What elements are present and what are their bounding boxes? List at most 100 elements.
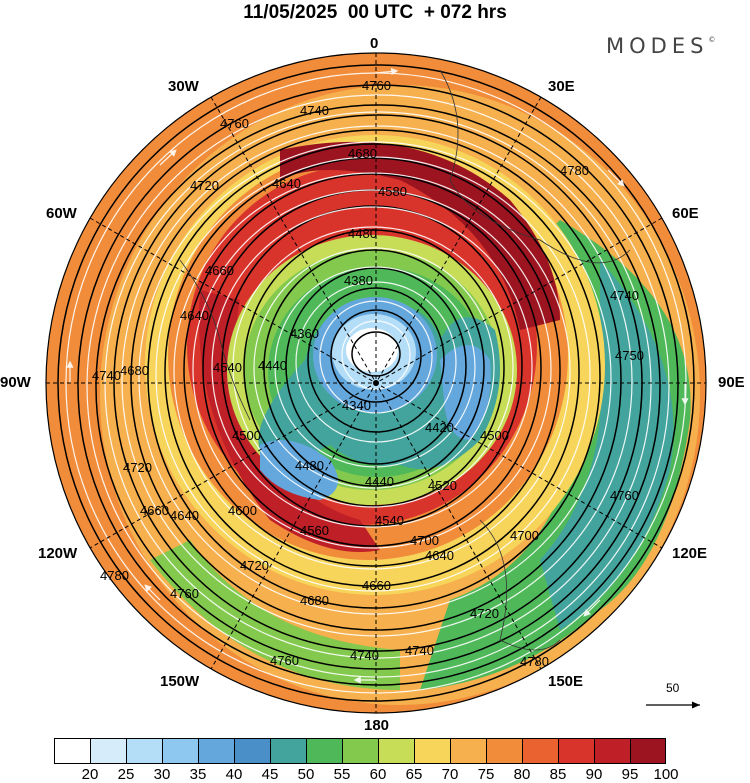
lon-label-30e: 30E xyxy=(548,78,575,95)
contour-label: 4740 xyxy=(92,368,121,383)
contour-label: 4640 xyxy=(425,548,454,563)
lon-label-180: 180 xyxy=(364,717,390,734)
contour-label: 4440 xyxy=(365,474,394,489)
colorbar-swatch xyxy=(522,738,558,764)
colorbar-swatch xyxy=(126,738,162,764)
logo-copyright-mark: © xyxy=(708,36,716,44)
colorbar-swatch xyxy=(54,738,90,764)
geopotential-contours xyxy=(57,64,695,702)
contour-label: 4520 xyxy=(428,478,457,493)
colorbar-tick-label: 50 xyxy=(297,766,315,783)
contour-label: 4380 xyxy=(344,273,373,288)
map-boundary xyxy=(45,52,707,714)
contour-label: 4500 xyxy=(232,428,261,443)
colorbar-tick-label: 95 xyxy=(621,766,639,783)
colorbar-swatch xyxy=(378,738,414,764)
contour-label: 4720 xyxy=(190,178,219,193)
colorbar-swatch xyxy=(558,738,594,764)
colorbar-tick-label: 75 xyxy=(477,766,495,783)
contour-label: 4540 xyxy=(213,360,242,375)
lon-label-150w: 150W xyxy=(160,673,200,690)
colorbar-tick-label: 90 xyxy=(585,766,603,783)
contour-label: 4420 xyxy=(425,420,454,435)
colorbar-tick-label: 100 xyxy=(653,766,679,783)
lon-label-120e: 120E xyxy=(672,545,708,562)
contour-label: 4660 xyxy=(205,263,234,278)
modes-logo: MODES© xyxy=(606,34,715,58)
colorbar-tick-label: 65 xyxy=(405,766,423,783)
contour-label: 4750 xyxy=(615,348,644,363)
contour-label: 4720 xyxy=(123,460,152,475)
contour-label: 4760 xyxy=(270,653,299,668)
colorbar-tick-label: 80 xyxy=(513,766,531,783)
contour-label: 4740 xyxy=(350,648,379,663)
logo-text: MODES xyxy=(606,34,709,58)
contour-label: 4480 xyxy=(295,458,324,473)
colorbar-swatch xyxy=(234,738,270,764)
lon-label-60e: 60E xyxy=(672,205,699,222)
coastlines xyxy=(179,69,631,651)
colorbar-swatch xyxy=(342,738,378,764)
colorbar-tick-label: 30 xyxy=(153,766,171,783)
colorbar-tick-label: 45 xyxy=(261,766,279,783)
contour-label: 4780 xyxy=(520,654,549,669)
contour-label: 4640 xyxy=(170,508,199,523)
colorbar-tick-label: 25 xyxy=(117,766,135,783)
contour-label: 4680 xyxy=(348,146,377,161)
colorbar xyxy=(54,738,666,766)
contour-label: 4660 xyxy=(362,578,391,593)
colorbar-swatch xyxy=(198,738,234,764)
colorbar-swatch xyxy=(414,738,450,764)
contour-label: 4740 xyxy=(405,643,434,658)
lon-label-60w: 60W xyxy=(46,205,77,222)
contour-label: 4340 xyxy=(342,398,371,413)
contour-label: 4680 xyxy=(120,363,149,378)
contour-label: 4720 xyxy=(240,558,269,573)
contour-label: 4500 xyxy=(480,428,509,443)
colorbar-swatch xyxy=(450,738,486,764)
contour-label: 4680 xyxy=(300,593,329,608)
contour-label: 4580 xyxy=(378,184,407,199)
lon-label-90e: 90E xyxy=(718,374,745,391)
colorbar-tick-label: 85 xyxy=(549,766,567,783)
contour-labels: 4760 4740 4760 4780 4720 4680 4640 4580 4480 4380… xyxy=(92,78,644,669)
colorbar-tick-label: 60 xyxy=(369,766,387,783)
contour-label: 4700 xyxy=(410,533,439,548)
contour-label: 4760 xyxy=(362,78,391,93)
reference-vector-value: 50 xyxy=(666,681,680,695)
lon-label-150e: 150E xyxy=(548,673,584,690)
contour-label: 4480 xyxy=(348,226,377,241)
contour-label: 4760 xyxy=(220,116,249,131)
contour-label: 4720 xyxy=(470,606,499,621)
north-pole-marker xyxy=(373,380,379,386)
contour-label: 4640 xyxy=(272,176,301,191)
contour-label: 4780 xyxy=(560,163,589,178)
lon-label-30w: 30W xyxy=(168,78,199,95)
contour-label: 4760 xyxy=(610,488,639,503)
colorbar-swatch xyxy=(630,738,666,764)
contour-label: 4660 xyxy=(140,503,169,518)
contour-label: 4560 xyxy=(300,523,329,538)
colorbar-swatch xyxy=(162,738,198,764)
colorbar-swatch xyxy=(594,738,630,764)
reference-vector-arrow xyxy=(646,701,700,709)
colorbar-tick-label: 20 xyxy=(81,766,99,783)
colorbar-swatch xyxy=(90,738,126,764)
chart-title: 11/05/2025 00 UTC + 072 hrs xyxy=(243,2,507,23)
contour-label: 4740 xyxy=(300,103,329,118)
contour-label: 4600 xyxy=(228,503,257,518)
lon-label-120w: 120W xyxy=(38,545,78,562)
colorbar-swatch xyxy=(306,738,342,764)
contour-label: 4760 xyxy=(170,586,199,601)
lon-label-0: 0 xyxy=(370,35,379,52)
colorbar-ticks: 20 25 30 35 40 45 50 55 60 65 70 75 80 85 90 95 100 xyxy=(0,766,750,783)
contour-label: 4700 xyxy=(510,528,539,543)
contour-label: 4440 xyxy=(258,358,287,373)
contour-label: 4740 xyxy=(610,288,639,303)
colorbar-swatch xyxy=(486,738,522,764)
contour-label: 4360 xyxy=(290,326,319,341)
colorbar-swatch xyxy=(270,738,306,764)
colorbar-tick-label: 55 xyxy=(333,766,351,783)
contour-label: 4640 xyxy=(180,308,209,323)
